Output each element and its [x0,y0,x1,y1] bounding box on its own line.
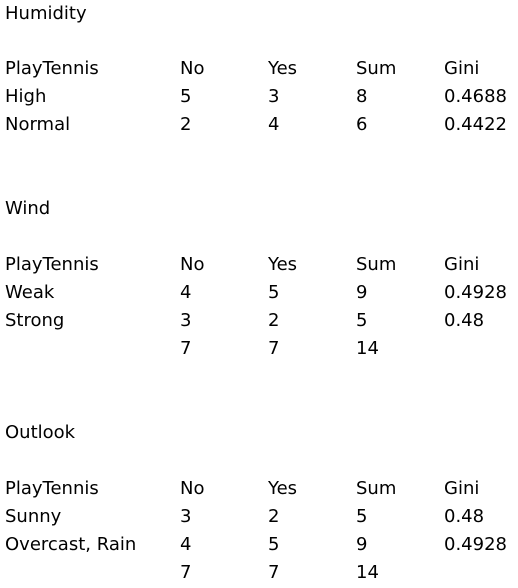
header-sum: Sum [356,58,397,79]
section-title-humidity: Humidity [5,3,87,24]
cell-yes: 5 [268,282,280,303]
cell-no: 5 [180,86,192,107]
cell-gini: 0.4688 [444,86,507,107]
table-row: Sunny 3 2 5 0.48 [0,503,518,531]
row-label: Strong [5,310,65,331]
table-total-row: 7 7 14 [0,335,518,363]
header-label: PlayTennis [5,58,99,79]
table-row: Weak 4 5 9 0.4928 [0,279,518,307]
cell-yes: 4 [268,114,280,135]
row-label: Normal [5,114,71,135]
row-label: Weak [5,282,55,303]
cell-yes: 2 [268,310,280,331]
cell-no: 3 [180,506,192,527]
total-yes: 7 [268,338,280,359]
cell-yes: 3 [268,86,280,107]
table-header-row: PlayTennis No Yes Sum Gini [0,475,518,503]
cell-yes: 2 [268,506,280,527]
cell-gini: 0.4928 [444,534,507,555]
header-no: No [180,254,205,275]
cell-sum: 5 [356,310,368,331]
header-gini: Gini [444,58,480,79]
cell-no: 4 [180,534,192,555]
cell-sum: 8 [356,86,368,107]
total-sum: 14 [356,562,379,583]
row-label: Overcast, Rain [5,534,137,555]
cell-sum: 9 [356,534,368,555]
header-gini: Gini [444,478,480,499]
header-sum: Sum [356,254,397,275]
total-yes: 7 [268,562,280,583]
header-yes: Yes [268,58,298,79]
cell-sum: 6 [356,114,368,135]
section-title-outlook: Outlook [5,422,76,443]
cell-no: 4 [180,282,192,303]
header-no: No [180,58,205,79]
row-label: Sunny [5,506,62,527]
table-row: Strong 3 2 5 0.48 [0,307,518,335]
total-no: 7 [180,562,192,583]
cell-no: 2 [180,114,192,135]
header-no: No [180,478,205,499]
table-total-row: 7 7 14 [0,559,518,587]
header-yes: Yes [268,254,298,275]
cell-gini: 0.4422 [444,114,507,135]
cell-yes: 5 [268,534,280,555]
header-label: PlayTennis [5,254,99,275]
cell-gini: 0.48 [444,310,485,331]
total-sum: 14 [356,338,379,359]
section-title-wind: Wind [5,198,51,219]
table-row: Normal 2 4 6 0.4422 [0,111,518,139]
header-sum: Sum [356,478,397,499]
table-row: Overcast, Rain 4 5 9 0.4928 [0,531,518,559]
table-row: High 5 3 8 0.4688 [0,83,518,111]
total-no: 7 [180,338,192,359]
table-header-row: PlayTennis No Yes Sum Gini [0,251,518,279]
cell-sum: 5 [356,506,368,527]
header-gini: Gini [444,254,480,275]
cell-gini: 0.48 [444,506,485,527]
table-header-row: PlayTennis No Yes Sum Gini [0,55,518,83]
cell-gini: 0.4928 [444,282,507,303]
cell-no: 3 [180,310,192,331]
cell-sum: 9 [356,282,368,303]
row-label: High [5,86,47,107]
header-yes: Yes [268,478,298,499]
header-label: PlayTennis [5,478,99,499]
